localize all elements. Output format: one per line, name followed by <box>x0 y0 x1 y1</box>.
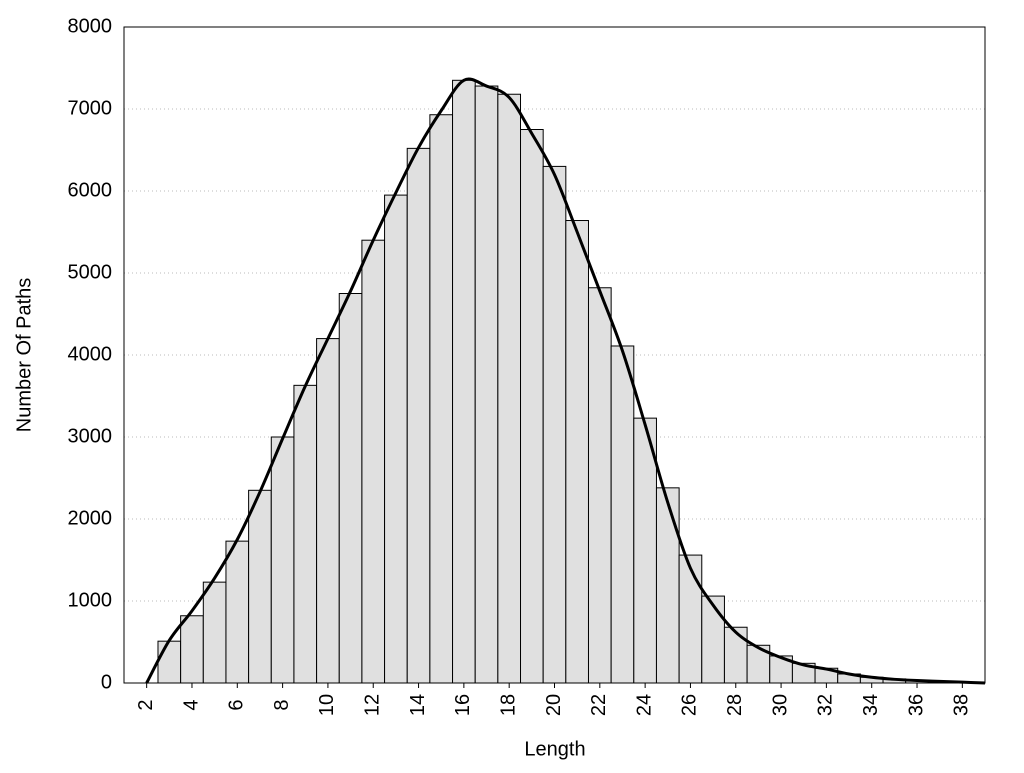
curve <box>145 77 986 685</box>
x-tick-label: 22 <box>588 694 610 716</box>
bar <box>316 338 340 684</box>
y-tick-label: 7000 <box>68 97 113 119</box>
x-tick-label: 10 <box>316 694 338 716</box>
y-tick-label: 8000 <box>68 15 113 37</box>
y-tick-label: 5000 <box>68 261 113 283</box>
bar <box>429 114 454 684</box>
y-tick-label: 3000 <box>68 425 113 447</box>
x-tick-label: 28 <box>724 694 746 716</box>
x-tick-label: 38 <box>951 694 973 716</box>
bar <box>452 79 476 684</box>
x-tick-label: 30 <box>769 694 791 716</box>
bar <box>180 615 204 684</box>
bar <box>610 345 635 684</box>
x-tick-label: 32 <box>815 694 837 716</box>
x-tick-label: 18 <box>497 694 519 716</box>
x-tick-label: 12 <box>362 694 384 716</box>
y-axis-label: Number Of Paths <box>13 278 35 433</box>
bar <box>270 436 295 684</box>
bar <box>542 165 567 684</box>
y-tick-label: 2000 <box>68 507 113 529</box>
y-tick-label: 0 <box>101 671 112 693</box>
bar <box>202 581 227 684</box>
bar <box>633 417 657 684</box>
x-tick-label: 16 <box>452 694 474 716</box>
plot-frame <box>123 26 986 684</box>
x-tick-label: 34 <box>860 694 882 716</box>
x-axis-label: Length <box>524 738 585 760</box>
bar <box>497 93 522 684</box>
x-tick-label: 6 <box>226 699 248 710</box>
x-tick-label: 20 <box>543 694 565 716</box>
y-tick-label: 1000 <box>68 589 113 611</box>
x-tick-label: 24 <box>633 694 655 716</box>
x-tick-label: 14 <box>407 694 429 716</box>
bar <box>361 239 386 684</box>
y-tick-label: 6000 <box>68 179 113 201</box>
x-tick-label: 26 <box>679 694 701 716</box>
x-tick-label: 8 <box>271 699 293 710</box>
x-tick-label: 4 <box>180 699 202 710</box>
y-tick-label: 4000 <box>68 343 113 365</box>
x-tick-label: 36 <box>905 694 927 716</box>
bar <box>293 384 318 684</box>
bar <box>248 489 272 684</box>
bar <box>474 85 499 684</box>
bar <box>723 626 748 684</box>
bar <box>384 194 408 684</box>
bar <box>406 147 431 684</box>
bar <box>655 487 680 684</box>
bar <box>520 129 544 684</box>
bar <box>225 540 250 684</box>
x-tick-label: 2 <box>135 699 157 710</box>
bar <box>565 220 589 684</box>
bar <box>157 640 182 684</box>
bar <box>338 293 363 684</box>
bar <box>587 287 612 684</box>
bar <box>701 595 725 684</box>
bar <box>678 554 703 684</box>
